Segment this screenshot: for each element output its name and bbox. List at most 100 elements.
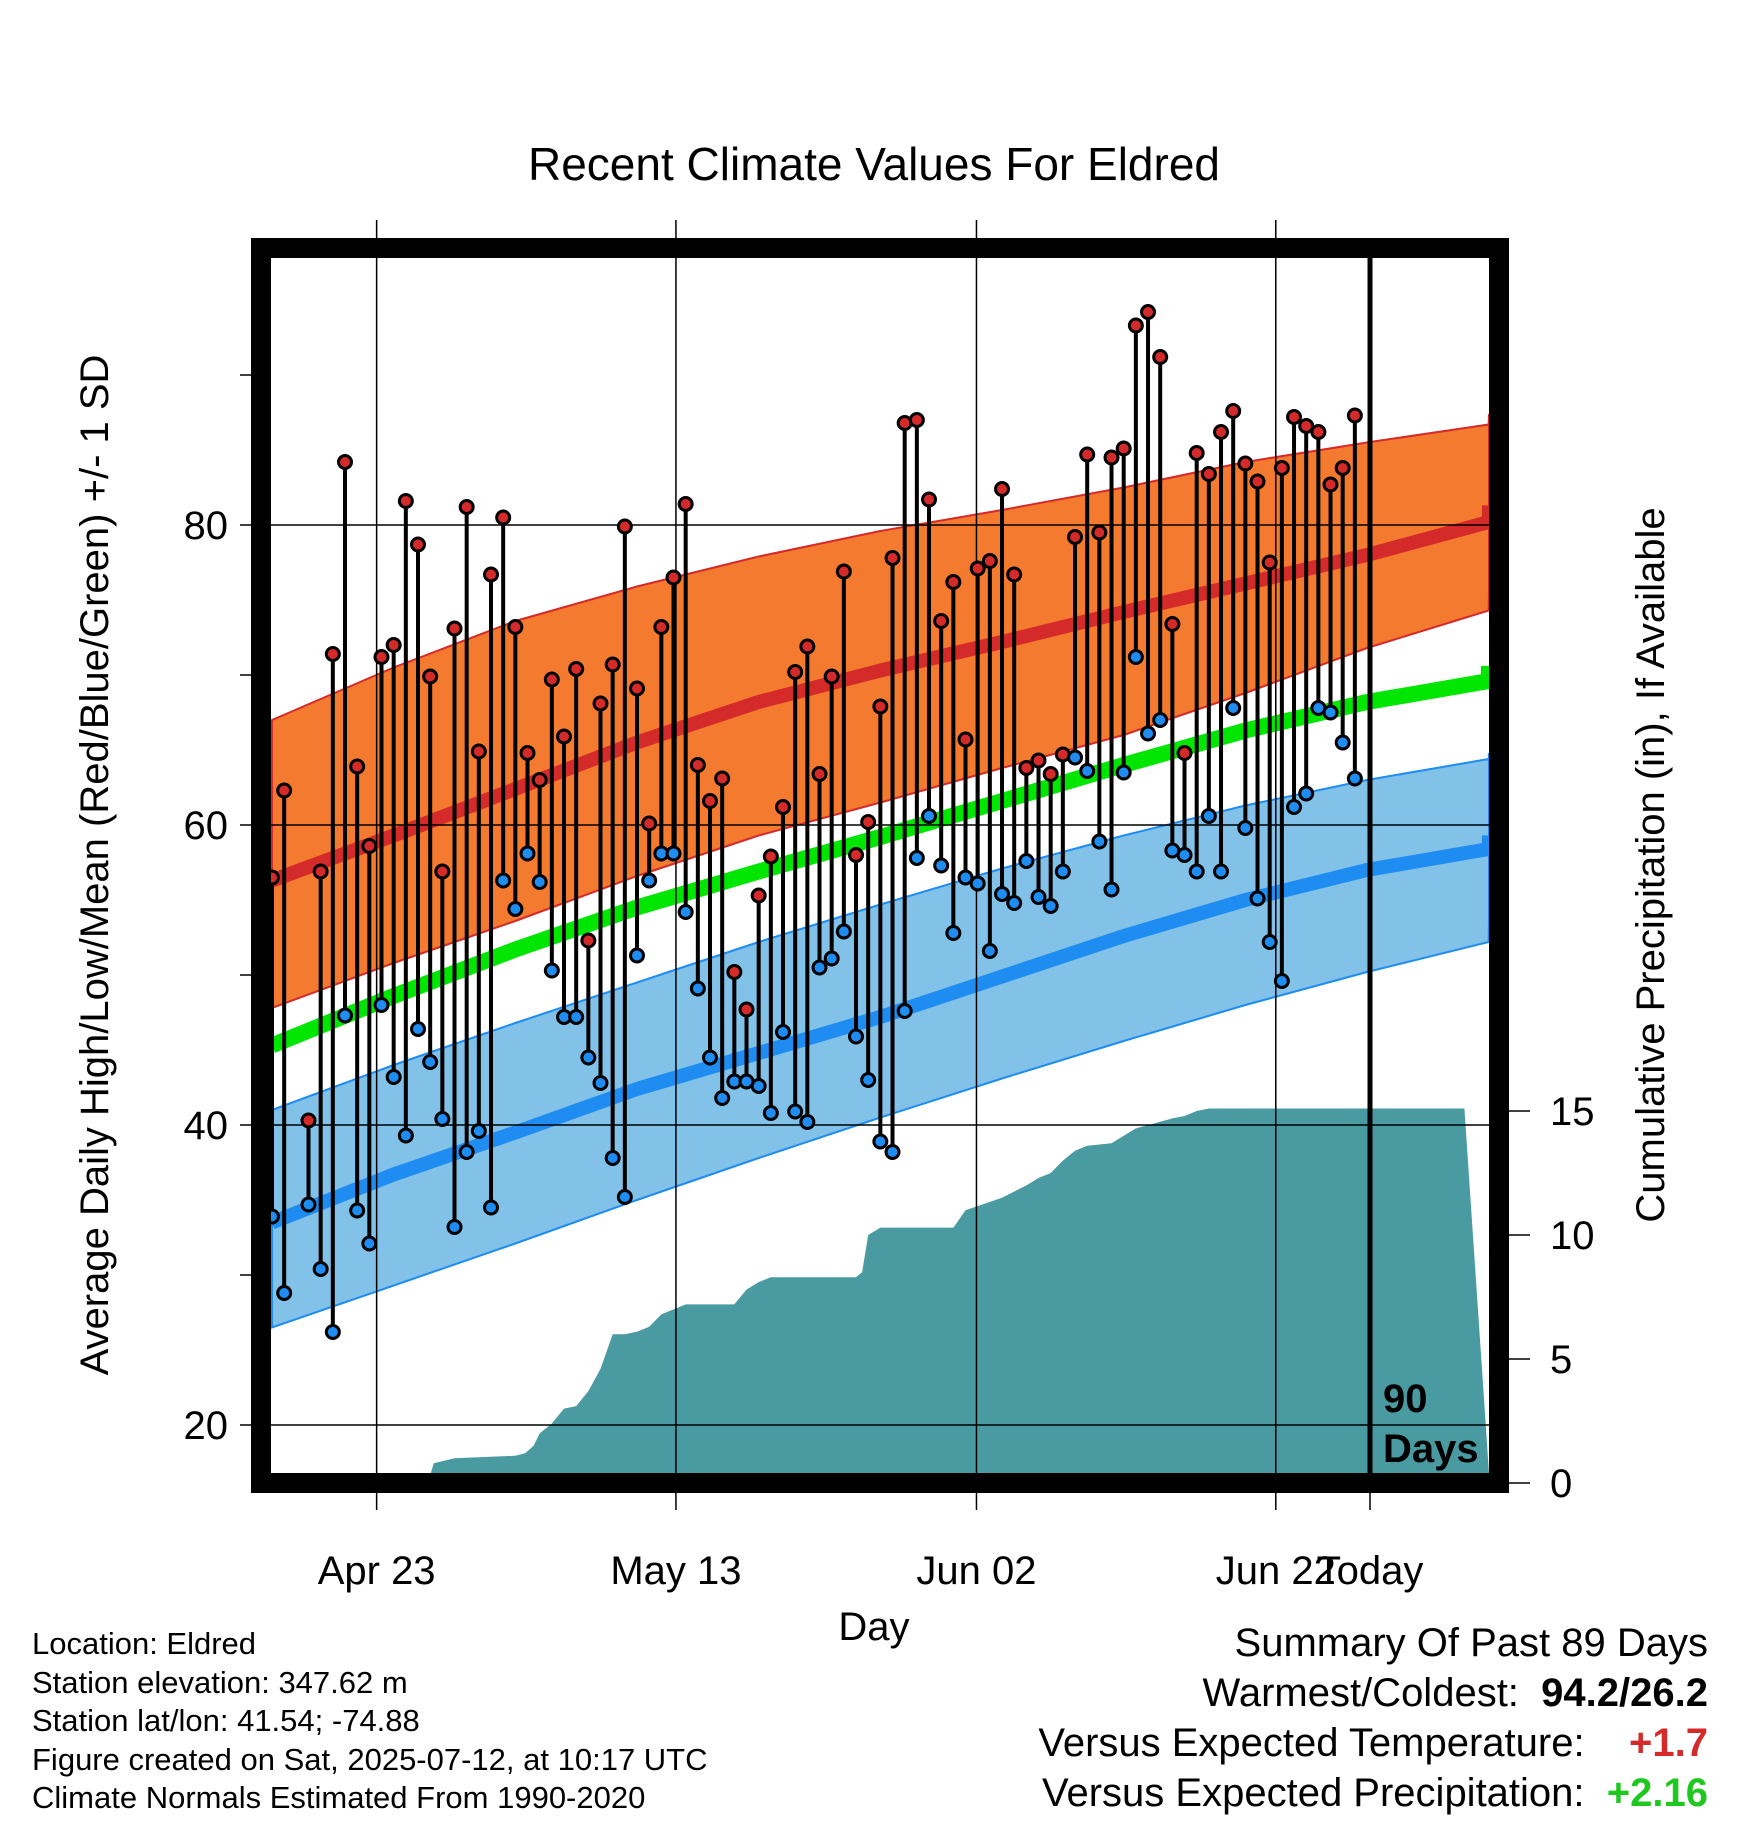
y-right-tick-label: 5 bbox=[1550, 1338, 1572, 1382]
daily-high-point bbox=[410, 536, 427, 553]
daily-high-point bbox=[1164, 616, 1181, 632]
daily-high-point bbox=[994, 481, 1011, 497]
daily-high-point bbox=[1176, 745, 1193, 761]
daily-low-point bbox=[1067, 749, 1084, 766]
daily-low-point bbox=[787, 1103, 804, 1120]
daily-low-point bbox=[823, 950, 840, 967]
location-text: Location: Eldred bbox=[32, 1626, 257, 1661]
low-normal-line bbox=[269, 835, 1496, 1230]
daily-high-point bbox=[604, 656, 621, 673]
daily-low-point bbox=[750, 1078, 767, 1094]
daily-high-point bbox=[1188, 445, 1205, 461]
daily-low-point bbox=[422, 1054, 439, 1070]
daily-high-point bbox=[677, 496, 694, 512]
daily-low-point bbox=[337, 1007, 354, 1024]
daily-high-point bbox=[1115, 440, 1132, 457]
daily-high-point bbox=[556, 728, 573, 745]
daily-low-point bbox=[483, 1199, 500, 1216]
daily-high-point bbox=[1067, 529, 1084, 545]
daily-low-point bbox=[811, 959, 828, 976]
daily-low-point bbox=[1298, 785, 1315, 802]
temp-anomaly-value: +1.7 bbox=[1629, 1721, 1708, 1765]
daily-high-point bbox=[969, 560, 986, 577]
daily-low-point bbox=[629, 947, 646, 964]
daily-high-point bbox=[872, 698, 889, 715]
daily-low-point bbox=[1237, 820, 1254, 836]
daily-high-point bbox=[324, 646, 341, 662]
daily-low-point bbox=[568, 1009, 585, 1025]
daily-high-point bbox=[884, 550, 901, 566]
daily-high-point bbox=[933, 613, 950, 629]
daily-high-point bbox=[787, 664, 804, 680]
daily-low-point bbox=[981, 943, 998, 959]
daily-low-point bbox=[410, 1021, 427, 1037]
daily-high-point bbox=[385, 637, 402, 653]
daily-high-point bbox=[300, 1112, 317, 1129]
daily-high-point bbox=[629, 680, 646, 697]
daily-low-point bbox=[1188, 863, 1205, 880]
daily-high-point bbox=[1310, 424, 1327, 440]
daily-low-point bbox=[1213, 863, 1230, 880]
y-right-tick-label: 15 bbox=[1550, 1090, 1595, 1134]
daily-high-point bbox=[665, 569, 682, 586]
grid-lines bbox=[240, 220, 1489, 1483]
latlon-text: Station lat/lon: 41.54; -74.88 bbox=[32, 1703, 420, 1738]
period-label-unit: Days bbox=[1383, 1427, 1479, 1471]
daily-low-point bbox=[1030, 889, 1047, 905]
daily-high-point bbox=[981, 553, 998, 569]
daily-high-point bbox=[1152, 349, 1169, 365]
daily-high-point bbox=[519, 745, 536, 761]
station-info: Location: Eldred Station elevation: 347.… bbox=[32, 1625, 708, 1818]
y-axis-left-label: Average Daily High/Low/Mean (Red/Blue/Gr… bbox=[73, 355, 117, 1376]
daily-stems bbox=[270, 312, 1357, 1332]
daily-high-point bbox=[434, 863, 451, 880]
daily-high-point bbox=[1140, 304, 1157, 320]
daily-low-point bbox=[1286, 799, 1303, 815]
daily-high-point bbox=[483, 566, 500, 583]
daily-low-point bbox=[519, 845, 536, 862]
daily-low-point bbox=[1152, 712, 1169, 728]
daily-high-point bbox=[750, 887, 767, 904]
daily-low-point bbox=[1261, 934, 1278, 950]
daily-low-point bbox=[592, 1075, 609, 1091]
daily-high-point bbox=[1273, 460, 1290, 476]
daily-high-point bbox=[422, 668, 439, 685]
daily-high-point bbox=[312, 863, 329, 880]
x-axis-label: Day bbox=[838, 1605, 909, 1649]
daily-high-point bbox=[361, 838, 378, 854]
daily-low-point bbox=[835, 923, 852, 940]
daily-low-point bbox=[543, 962, 560, 979]
daily-high-point bbox=[1286, 409, 1303, 425]
daily-high-point bbox=[446, 620, 463, 637]
warmest-coldest-row: Warmest/Coldest: 94.2/26.2 bbox=[1038, 1668, 1708, 1718]
daily-low-point bbox=[872, 1133, 889, 1150]
daily-low-point bbox=[1200, 808, 1217, 824]
daily-low-point bbox=[969, 875, 986, 892]
daily-high-point bbox=[1200, 466, 1217, 482]
daily-low-point bbox=[1176, 847, 1193, 863]
warmest-value: 94.2 bbox=[1541, 1671, 1620, 1715]
daily-low-point bbox=[641, 872, 658, 889]
temp-anomaly-row: Versus Expected Temperature: +1.7 bbox=[1038, 1718, 1708, 1768]
daily-low-point bbox=[1273, 973, 1290, 989]
daily-high-point bbox=[835, 563, 852, 580]
daily-low-point bbox=[507, 901, 524, 917]
daily-high-point bbox=[1103, 449, 1120, 466]
daily-low-point bbox=[312, 1261, 329, 1277]
axis-ticks bbox=[240, 374, 1530, 1510]
x-tick-label: Jun 02 bbox=[916, 1549, 1036, 1593]
daily-low-point bbox=[762, 1105, 779, 1121]
daily-high-point bbox=[860, 814, 877, 830]
daily-low-point bbox=[665, 845, 682, 862]
daily-high-point bbox=[507, 619, 524, 635]
y-right-tick-label: 0 bbox=[1550, 1462, 1572, 1506]
created-text: Figure created on Sat, 2025-07-12, at 10… bbox=[32, 1741, 708, 1777]
daily-low-point bbox=[1334, 734, 1351, 751]
daily-low-point bbox=[349, 1202, 366, 1219]
daily-low-point bbox=[373, 997, 390, 1013]
daily-high-point bbox=[1127, 317, 1144, 334]
daily-high-point bbox=[823, 668, 840, 685]
daily-high-point bbox=[714, 770, 731, 787]
daily-low-point bbox=[495, 872, 512, 889]
daily-low-point bbox=[531, 874, 548, 890]
